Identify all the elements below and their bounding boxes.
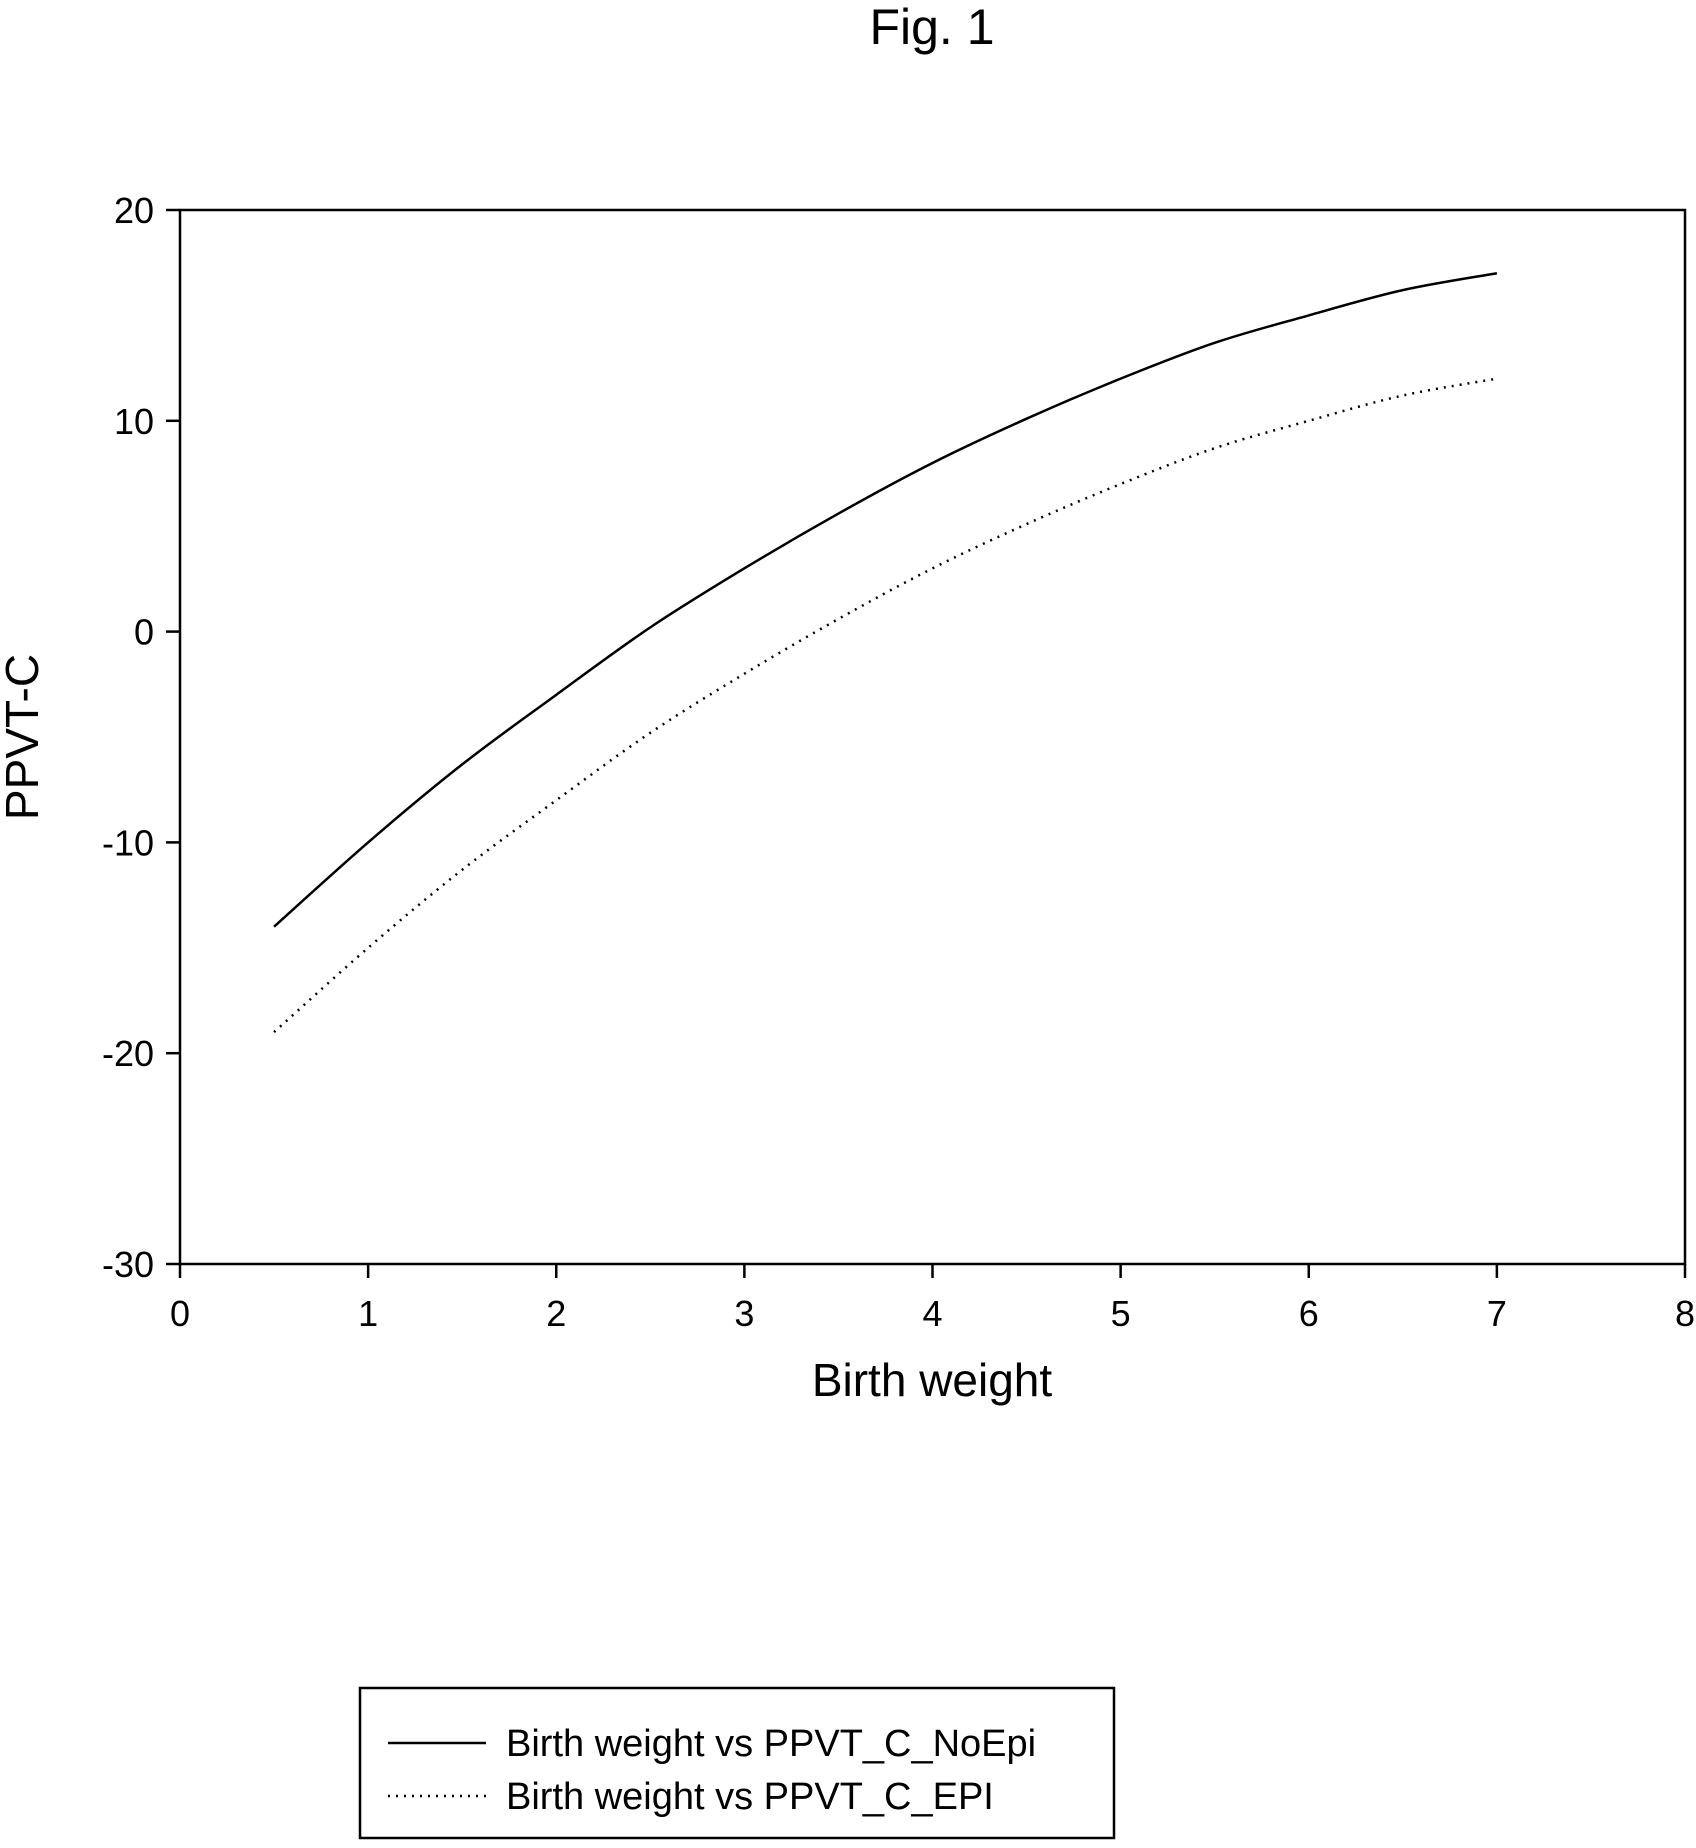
plot-frame bbox=[178, 208, 1687, 1266]
x-axis-ticks: 0 1 2 3 4 5 6 7 8 bbox=[170, 1264, 1695, 1334]
y-tick-label: -30 bbox=[102, 1244, 154, 1285]
x-tick-label: 4 bbox=[922, 1293, 942, 1334]
x-tick-label: 6 bbox=[1299, 1293, 1319, 1334]
y-axis-label: PPVT-C bbox=[0, 654, 48, 820]
legend-label-epi: Birth weight vs PPVT_C_EPI bbox=[506, 1776, 994, 1818]
chart-title: Fig. 1 bbox=[869, 0, 994, 55]
legend-box bbox=[358, 1686, 1116, 1840]
series-line-0 bbox=[273, 272, 1498, 928]
x-tick-label: 3 bbox=[734, 1293, 754, 1334]
y-axis-ticks: 20 10 0 -10 -20 -30 bbox=[102, 190, 180, 1285]
series-line-1 bbox=[273, 377, 1498, 1034]
y-tick-label: 20 bbox=[114, 190, 154, 231]
x-tick-label: 8 bbox=[1675, 1293, 1695, 1334]
y-tick-label: 10 bbox=[114, 401, 154, 442]
legend: Birth weight vs PPVT_C_NoEpi Birth weigh… bbox=[358, 1686, 1116, 1840]
series-layer bbox=[273, 272, 1498, 1034]
y-tick-label: -20 bbox=[102, 1033, 154, 1074]
legend-label-noepi: Birth weight vs PPVT_C_NoEpi bbox=[506, 1723, 1036, 1765]
x-tick-label: 0 bbox=[170, 1293, 190, 1334]
x-tick-label: 5 bbox=[1111, 1293, 1131, 1334]
y-tick-label: -10 bbox=[102, 822, 154, 863]
y-tick-label: 0 bbox=[134, 612, 154, 653]
x-tick-label: 1 bbox=[358, 1293, 378, 1334]
x-tick-label: 7 bbox=[1487, 1293, 1507, 1334]
x-tick-label: 2 bbox=[546, 1293, 566, 1334]
x-axis-label: Birth weight bbox=[812, 1354, 1053, 1406]
